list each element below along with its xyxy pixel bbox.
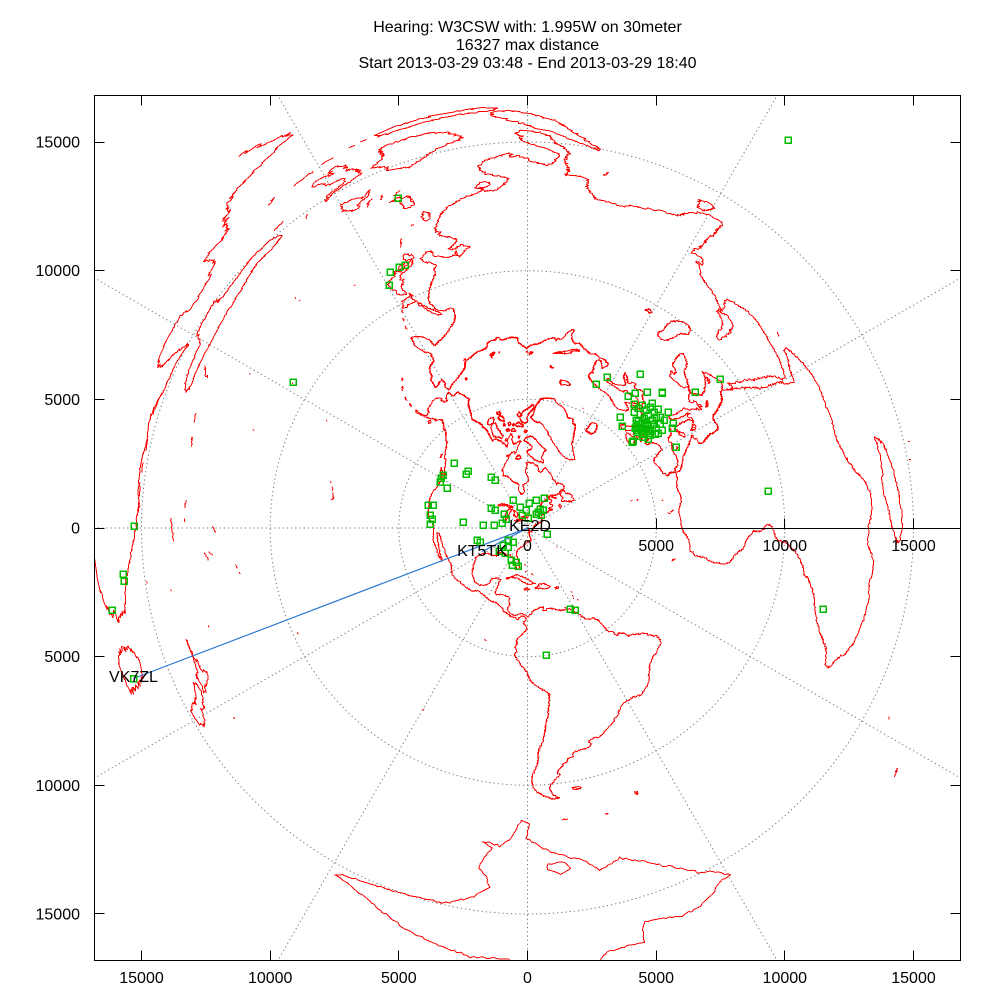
svg-text:0: 0 [523, 538, 532, 555]
svg-text:10000: 10000 [763, 970, 808, 987]
svg-text:15000: 15000 [891, 538, 936, 555]
svg-text:15000: 15000 [36, 907, 81, 924]
svg-text:5000: 5000 [381, 970, 417, 987]
svg-text:KE2D: KE2D [509, 518, 551, 535]
svg-text:15000: 15000 [36, 135, 81, 152]
svg-text:5000: 5000 [638, 970, 674, 987]
svg-text:16327 max distance: 16327 max distance [456, 37, 599, 54]
svg-text:5000: 5000 [44, 649, 80, 666]
svg-text:VK7ZL: VK7ZL [109, 669, 158, 686]
svg-text:10000: 10000 [248, 970, 293, 987]
svg-text:10000: 10000 [763, 538, 808, 555]
svg-text:5000: 5000 [44, 392, 80, 409]
svg-text:10000: 10000 [36, 778, 81, 795]
svg-text:0: 0 [71, 521, 80, 538]
svg-text:15000: 15000 [119, 970, 164, 987]
svg-text:Start 2013-03-29 03:48 - End 2: Start 2013-03-29 03:48 - End 2013-03-29 … [358, 55, 696, 72]
svg-text:15000: 15000 [891, 970, 936, 987]
svg-text:5000: 5000 [638, 538, 674, 555]
svg-text:0: 0 [523, 970, 532, 987]
svg-text:Hearing: W3CSW with: 1.995W on: Hearing: W3CSW with: 1.995W on 30meter [373, 19, 682, 36]
svg-text:KT5TK: KT5TK [457, 543, 507, 560]
svg-text:10000: 10000 [36, 263, 81, 280]
